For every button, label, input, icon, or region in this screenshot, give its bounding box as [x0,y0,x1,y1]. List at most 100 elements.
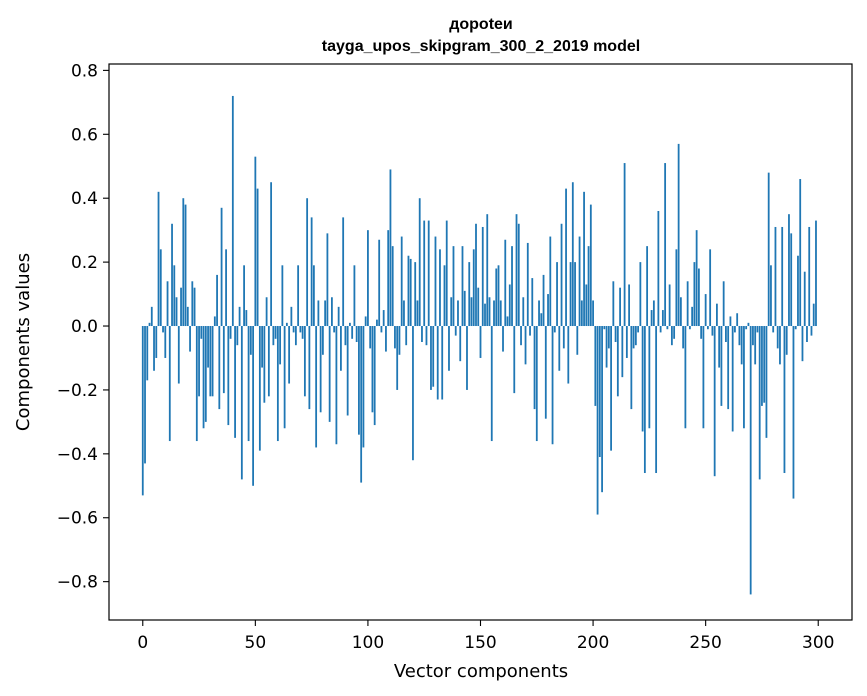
bar [148,322,151,327]
bar [301,326,304,339]
bar [162,326,164,333]
bar [265,297,268,327]
bar [736,313,739,327]
ticks-group: 0 50 100 150 200 250 300 −0.8 −0.6 −0.4 −0.2 0.0 0.2… [57,61,835,653]
bar [418,198,421,327]
bar [547,294,549,327]
bar [623,163,626,327]
bar [571,182,574,327]
bar [421,326,423,342]
bar [585,284,588,327]
bar [168,326,171,442]
bar [515,214,518,327]
bar [691,306,694,327]
bar [513,326,516,394]
y-axis-label: Components values [13,253,34,431]
bar [191,281,194,327]
bar [380,326,383,333]
bar [146,326,149,381]
bar [740,326,743,365]
bar [756,326,759,333]
bar [166,281,169,327]
bar [391,246,394,327]
bar [652,300,655,327]
bar [261,326,263,368]
bar [664,163,667,327]
bar [450,297,453,327]
bar [180,287,182,327]
bars-group [141,95,817,595]
bar [466,326,468,390]
bar [407,255,410,327]
bar [378,239,381,327]
bar [666,326,669,330]
bar [700,326,703,339]
bar [209,326,212,397]
bar [558,326,561,371]
bar [661,310,664,327]
bar [416,300,419,327]
bar [283,326,286,429]
bar [288,326,291,384]
x-tick-label: 100 [352,633,384,653]
bar [461,246,464,327]
bar [772,326,775,333]
bar [227,326,230,426]
y-tick-label: −0.8 [57,573,98,593]
y-tick-label: −0.6 [57,509,98,529]
y-tick-label: 0.6 [71,125,98,145]
bar [752,326,754,346]
bar [267,326,270,397]
bar [355,326,358,342]
bar [195,326,198,442]
bar [337,306,340,327]
bar [580,300,583,327]
bar [454,326,457,336]
bar [317,300,320,327]
bar [285,322,288,327]
bar [346,326,349,416]
bar [605,326,608,368]
bar [243,265,245,327]
bar [707,326,709,330]
bar [634,326,637,346]
bar [452,246,455,327]
bar [607,326,610,349]
bar [141,326,144,496]
bar [781,226,784,327]
bar [276,326,279,442]
bar [279,326,282,365]
bar [765,326,768,438]
bar [722,281,725,327]
bar [522,297,525,327]
bar [362,326,365,448]
bar [562,326,565,349]
bar [240,326,243,480]
bar [641,326,644,432]
y-tick-label: 0.8 [71,61,98,81]
bar [245,310,248,327]
bar [578,236,581,327]
bar [150,306,153,327]
bar [675,249,678,327]
bar [477,287,480,327]
bar [344,326,347,346]
bar [734,326,736,333]
bar [808,226,811,327]
bar [565,188,567,327]
bar [576,326,579,355]
bar [718,326,721,368]
bar [785,326,788,355]
bar [479,326,482,358]
bar [270,182,273,327]
bar [639,262,642,327]
bar [643,326,646,474]
y-tick-label: 0.0 [71,317,98,337]
bar [281,265,284,327]
bar [297,265,300,327]
bar [144,326,146,464]
bar [200,326,203,339]
bar [394,326,396,349]
bar [529,326,531,336]
